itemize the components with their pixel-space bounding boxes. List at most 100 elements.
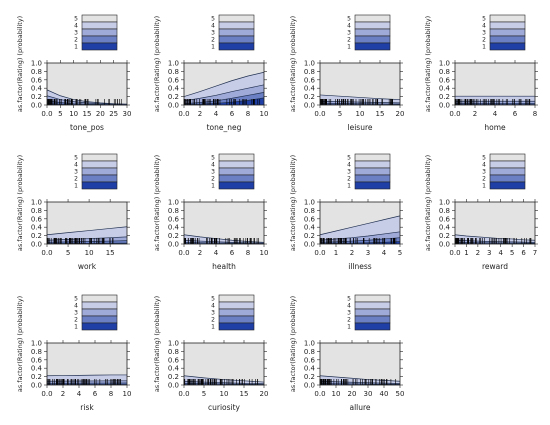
key-label-2: 2 — [74, 176, 78, 183]
key-swatch-5 — [355, 154, 390, 161]
y-tick-label: 0.6 — [31, 215, 43, 223]
key-swatch-4 — [219, 302, 254, 309]
key-swatch-4 — [355, 22, 390, 29]
key-label-3: 3 — [74, 169, 78, 176]
key-swatch-4 — [355, 302, 390, 309]
key-swatch-1 — [82, 323, 117, 330]
y-tick-label: 1.0 — [304, 199, 315, 207]
key-swatch-5 — [219, 15, 254, 22]
x-axis-label: illness — [348, 262, 372, 271]
key-label-3: 3 — [211, 169, 215, 176]
x-tick-label: 0.0 — [314, 390, 325, 398]
key-label-1: 1 — [211, 324, 215, 331]
key-swatch-5 — [82, 154, 117, 161]
y-tick-label: 0.8 — [168, 348, 179, 356]
x-tick-label: 0.0 — [41, 110, 52, 118]
y-tick-label: 0.4 — [168, 365, 180, 373]
key-swatch-4 — [355, 161, 390, 168]
x-tick-label: 8 — [109, 390, 113, 398]
x-tick-label: 20 — [96, 110, 105, 118]
y-tick-label: 0.4 — [31, 224, 43, 232]
key-swatch-1 — [355, 43, 390, 50]
key-swatch-1 — [490, 182, 525, 189]
key-swatch-2 — [219, 36, 254, 43]
key-label-2: 2 — [347, 176, 351, 183]
y-tick-label: 1.0 — [31, 199, 42, 207]
y-tick-label: 1.0 — [168, 60, 179, 68]
x-tick-label: 2 — [198, 110, 202, 118]
key-swatch-2 — [82, 175, 117, 182]
key-swatch-3 — [82, 29, 117, 36]
key-swatch-3 — [82, 168, 117, 175]
key-swatch-1 — [82, 43, 117, 50]
key-label-3: 3 — [482, 169, 486, 176]
key-swatch-5 — [490, 15, 525, 22]
x-tick-label: 4 — [214, 249, 219, 257]
x-tick-label: 4 — [214, 110, 219, 118]
y-tick-label: 0.4 — [31, 85, 43, 93]
key-label-2: 2 — [74, 37, 78, 44]
key-swatch-2 — [82, 36, 117, 43]
x-tick-label: 40 — [380, 390, 389, 398]
y-tick-label: 0.6 — [168, 76, 180, 84]
x-tick-label: 20 — [348, 390, 357, 398]
key-label-1: 1 — [74, 44, 78, 51]
key-label-1: 1 — [482, 44, 486, 51]
key-label-3: 3 — [211, 310, 215, 317]
key-label-5: 5 — [482, 16, 486, 23]
key-swatch-1 — [82, 182, 117, 189]
y-axis-label: as.factor(Rating) (probability) — [153, 16, 161, 112]
x-tick-label: 5 — [66, 249, 70, 257]
key-swatch-3 — [82, 309, 117, 316]
x-axis-label: health — [212, 262, 236, 271]
x-tick-label: 0.0 — [314, 110, 325, 118]
x-tick-label: 50 — [396, 390, 405, 398]
y-tick-label: 0.6 — [304, 215, 316, 223]
y-tick-label: 1.0 — [31, 340, 42, 348]
key-swatch-4 — [490, 22, 525, 29]
key-label-1: 1 — [347, 44, 351, 51]
key-swatch-2 — [219, 175, 254, 182]
key-label-2: 2 — [211, 37, 215, 44]
key-label-2: 2 — [211, 317, 215, 324]
x-axis-label: work — [78, 262, 97, 271]
y-tick-label: 0.4 — [304, 365, 316, 373]
x-tick-label: 30 — [123, 110, 132, 118]
key-label-3: 3 — [74, 310, 78, 317]
y-tick-label: 0.8 — [439, 207, 450, 215]
key-swatch-5 — [219, 154, 254, 161]
x-tick-label: 5 — [202, 390, 206, 398]
key-swatch-2 — [355, 36, 390, 43]
x-axis-label: tone_pos — [70, 123, 104, 132]
x-tick-label: 15 — [240, 390, 249, 398]
x-tick-label: 30 — [364, 390, 373, 398]
x-tick-label: 4 — [498, 249, 503, 257]
key-swatch-4 — [82, 161, 117, 168]
y-axis-label: as.factor(Rating) (probability) — [16, 16, 24, 112]
y-tick-label: 0.6 — [439, 215, 451, 223]
x-tick-label: 2 — [476, 249, 480, 257]
x-tick-label: 5 — [338, 110, 342, 118]
key-swatch-1 — [355, 182, 390, 189]
key-label-4: 4 — [482, 162, 486, 169]
key-label-1: 1 — [347, 324, 351, 331]
y-tick-label: 0.0 — [168, 241, 179, 249]
y-tick-label: 0.4 — [439, 224, 451, 232]
y-tick-label: 0.0 — [168, 382, 179, 390]
key-label-2: 2 — [211, 176, 215, 183]
key-swatch-5 — [355, 15, 390, 22]
key-label-1: 1 — [347, 183, 351, 190]
key-label-3: 3 — [347, 169, 351, 176]
key-label-5: 5 — [211, 155, 215, 162]
y-axis-label: as.factor(Rating) (probability) — [289, 155, 297, 251]
key-swatch-3 — [219, 168, 254, 175]
key-swatch-3 — [490, 168, 525, 175]
y-tick-label: 1.0 — [439, 60, 450, 68]
y-tick-label: 0.2 — [31, 373, 42, 381]
x-tick-label: 10 — [260, 110, 269, 118]
